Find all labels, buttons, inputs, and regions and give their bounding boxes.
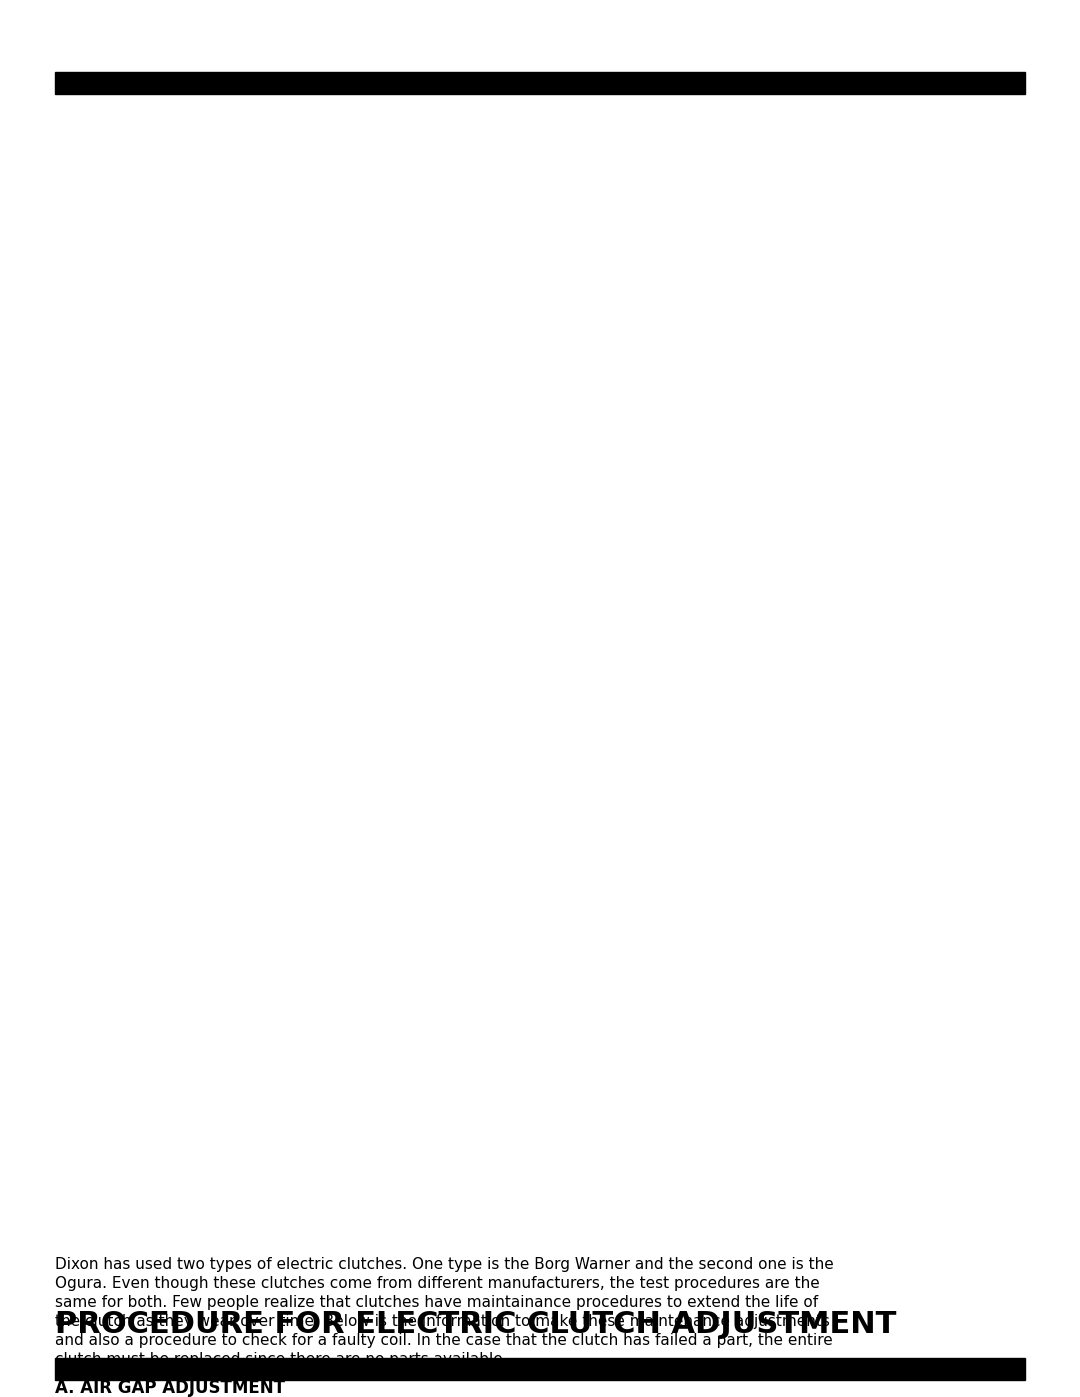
Text: the clutch as they wear over time. Below is the information to make these mainte: the clutch as they wear over time. Below… xyxy=(55,1315,829,1329)
Bar xyxy=(55,73,1025,94)
Text: A. AIR GAP ADJUSTMENT: A. AIR GAP ADJUSTMENT xyxy=(55,1379,285,1397)
Text: Ogura. Even though these clutches come from different manufacturers, the test pr: Ogura. Even though these clutches come f… xyxy=(55,1275,820,1291)
Text: Dixon has used two types of electric clutches. One type is the Borg Warner and t: Dixon has used two types of electric clu… xyxy=(55,1257,834,1273)
Text: and also a procedure to check for a faulty coil. In the case that the clutch has: and also a procedure to check for a faul… xyxy=(55,1333,833,1348)
Bar xyxy=(55,1358,1025,1380)
Text: clutch must be replaced since there are no parts available.: clutch must be replaced since there are … xyxy=(55,1352,508,1368)
Text: same for both. Few people realize that clutches have maintainance procedures to : same for both. Few people realize that c… xyxy=(55,1295,819,1310)
Text: Page 16: Page 16 xyxy=(969,1365,1025,1379)
Text: PROCEDURE FOR ELECTRIC CLUTCH ADJUSTMENT: PROCEDURE FOR ELECTRIC CLUTCH ADJUSTMENT xyxy=(55,1310,896,1338)
